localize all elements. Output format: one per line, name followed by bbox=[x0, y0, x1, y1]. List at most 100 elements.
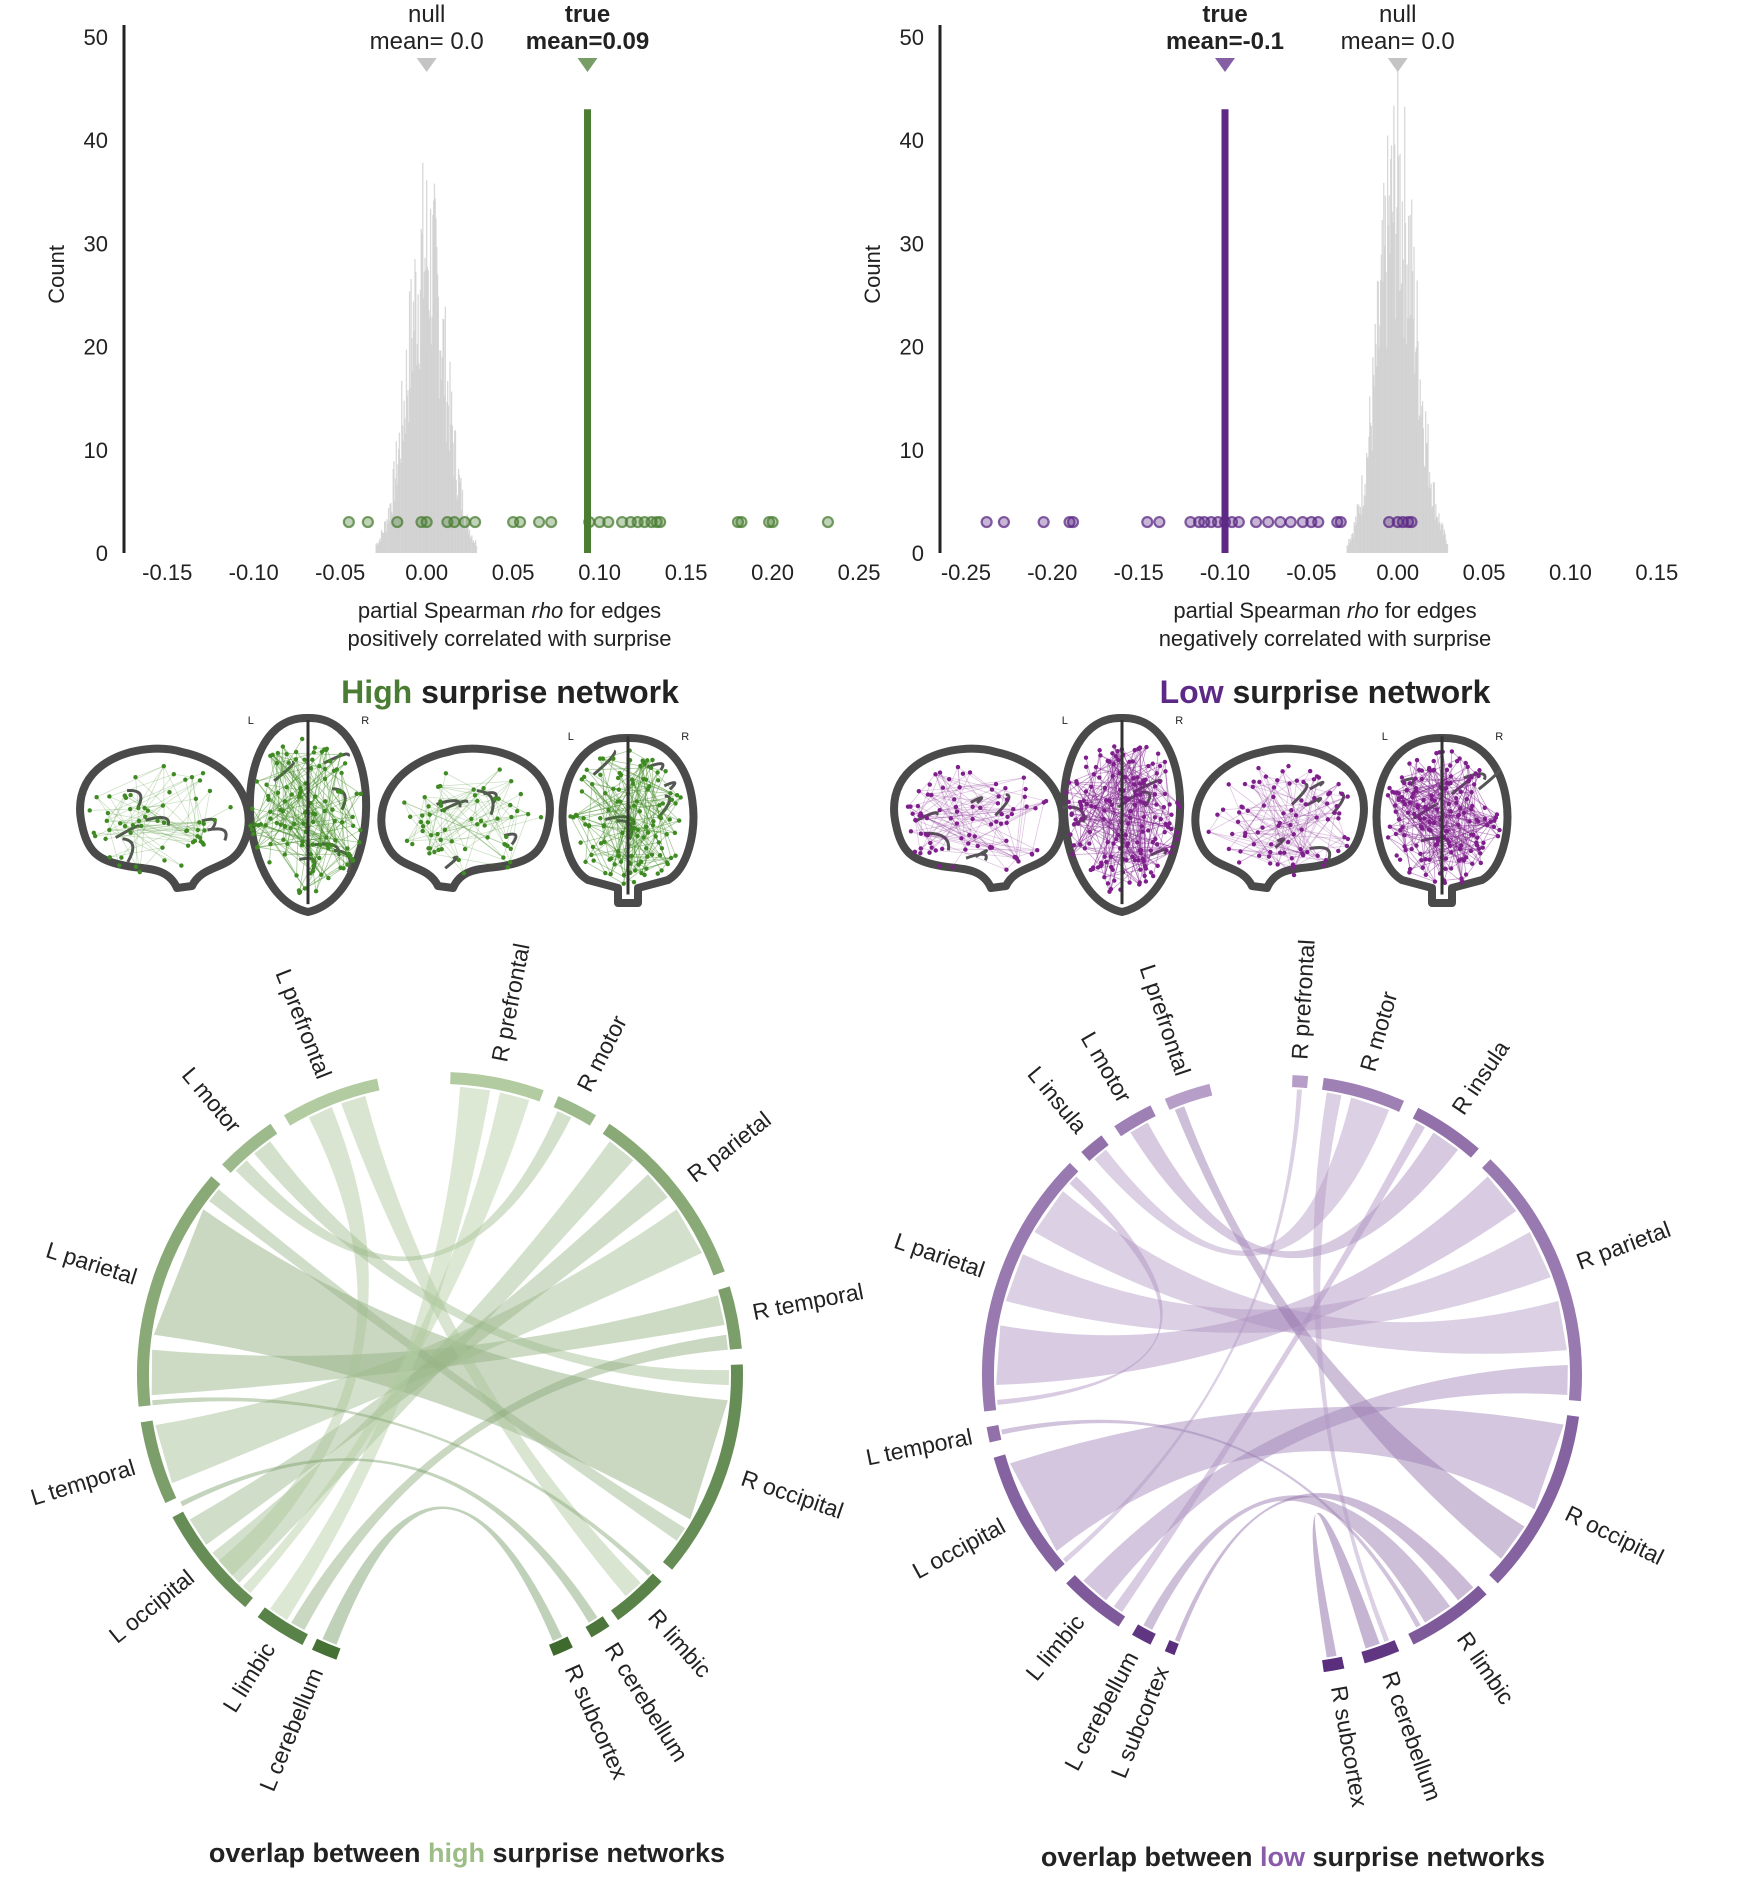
brain-node bbox=[656, 840, 662, 845]
brain-node bbox=[1275, 862, 1280, 867]
brain-edge bbox=[1401, 796, 1428, 810]
brain-edge bbox=[1445, 868, 1463, 883]
brain-edge bbox=[266, 784, 329, 879]
brain-node bbox=[1098, 753, 1103, 758]
brain-node bbox=[905, 804, 911, 809]
x-tick-label: 0.15 bbox=[1635, 560, 1678, 585]
brain-edge bbox=[1252, 786, 1304, 856]
brain-edge bbox=[192, 798, 197, 843]
brain-edge bbox=[1252, 777, 1319, 788]
brain-node bbox=[1263, 774, 1269, 779]
brain-edge bbox=[1240, 851, 1271, 864]
brain-node bbox=[615, 775, 621, 781]
brain-node bbox=[1271, 794, 1276, 800]
brain-edge bbox=[910, 830, 1007, 871]
brain-edge bbox=[304, 858, 353, 889]
brain-node bbox=[1427, 765, 1432, 771]
brain-edge bbox=[585, 763, 646, 863]
brain-node bbox=[339, 770, 344, 776]
brain-node bbox=[264, 782, 269, 787]
brain-node bbox=[1480, 845, 1485, 850]
brain-edge bbox=[1119, 746, 1147, 791]
brain-node bbox=[207, 788, 213, 794]
brain-edge bbox=[267, 795, 309, 846]
brain-edge bbox=[269, 755, 309, 846]
brain-node bbox=[1407, 781, 1412, 786]
chord-link bbox=[242, 1092, 530, 1594]
brain-node bbox=[441, 808, 447, 813]
chord-region-label: R prefrontal bbox=[1286, 939, 1319, 1061]
brain-node bbox=[1478, 860, 1484, 866]
chord-link bbox=[155, 1209, 702, 1484]
brain-node bbox=[1140, 829, 1145, 834]
brain-edge bbox=[1071, 813, 1143, 833]
brain-node bbox=[1067, 805, 1073, 810]
brain-edge bbox=[132, 824, 163, 848]
brain-node bbox=[657, 852, 663, 858]
brain-node bbox=[568, 814, 573, 819]
brain-edge bbox=[1128, 806, 1165, 825]
brain-edge bbox=[1277, 779, 1315, 865]
brain-node bbox=[274, 760, 280, 766]
brain-edge bbox=[1461, 829, 1500, 883]
true-point bbox=[1066, 515, 1080, 529]
brain-node bbox=[1475, 819, 1481, 824]
brain-edge bbox=[919, 786, 960, 816]
brain-edge bbox=[1103, 818, 1138, 843]
brain-node bbox=[1146, 763, 1151, 769]
x-tick-label: -0.15 bbox=[1114, 560, 1164, 585]
brain-node bbox=[1162, 791, 1168, 797]
brain-edge bbox=[1238, 812, 1278, 865]
brain-edge bbox=[630, 856, 648, 865]
brain-edge bbox=[307, 810, 326, 846]
x-tick-label: 0.25 bbox=[838, 560, 881, 585]
brain-edge bbox=[659, 816, 663, 849]
brain-node bbox=[649, 852, 655, 857]
brain-node bbox=[1105, 881, 1111, 886]
brain-edge bbox=[1401, 796, 1426, 808]
brain-node bbox=[254, 845, 260, 850]
brain-edge bbox=[319, 765, 362, 795]
true-point bbox=[1232, 515, 1245, 529]
brain-edge bbox=[617, 760, 644, 802]
brain-node bbox=[1300, 853, 1306, 858]
null-mean-value: mean= 0.0 bbox=[370, 28, 484, 55]
brain-edge bbox=[132, 810, 149, 826]
brain-node bbox=[1087, 829, 1093, 835]
brain-edge bbox=[282, 794, 293, 812]
brain-edge bbox=[1443, 770, 1480, 881]
brain-node bbox=[1009, 811, 1015, 817]
brain-node bbox=[1004, 820, 1009, 826]
brain-node bbox=[133, 864, 139, 869]
brain-node bbox=[312, 794, 318, 799]
brain-edge bbox=[1090, 786, 1109, 843]
brain-edge bbox=[629, 750, 648, 761]
brain-edge bbox=[1314, 783, 1339, 799]
brain-edge bbox=[1389, 826, 1405, 836]
brain-node bbox=[998, 821, 1004, 826]
brain-edge bbox=[1092, 790, 1124, 868]
brain-edge bbox=[1293, 777, 1320, 876]
brain-node bbox=[1401, 780, 1407, 786]
brain-edge bbox=[1086, 783, 1135, 805]
brain-edge bbox=[644, 848, 647, 876]
brain-left-label: L bbox=[1062, 715, 1068, 727]
y-tick-label: 50 bbox=[900, 25, 924, 50]
brain-edge bbox=[407, 836, 488, 842]
brain-node bbox=[482, 823, 487, 828]
brain-node bbox=[1132, 858, 1138, 863]
brain-edge bbox=[505, 816, 512, 837]
brain-edge bbox=[581, 791, 669, 865]
low-network-title-accent: Low bbox=[1160, 674, 1224, 710]
brain-node bbox=[1024, 804, 1029, 809]
brain-node bbox=[916, 788, 922, 794]
brain-edge bbox=[926, 817, 991, 849]
brain-edge bbox=[1257, 819, 1328, 833]
brain-edge bbox=[1117, 751, 1134, 779]
brain-node bbox=[1097, 748, 1102, 753]
brain-node bbox=[1138, 867, 1143, 872]
brain-edge bbox=[576, 815, 606, 874]
brain-edge bbox=[1417, 804, 1496, 819]
brain-edge bbox=[440, 780, 512, 787]
